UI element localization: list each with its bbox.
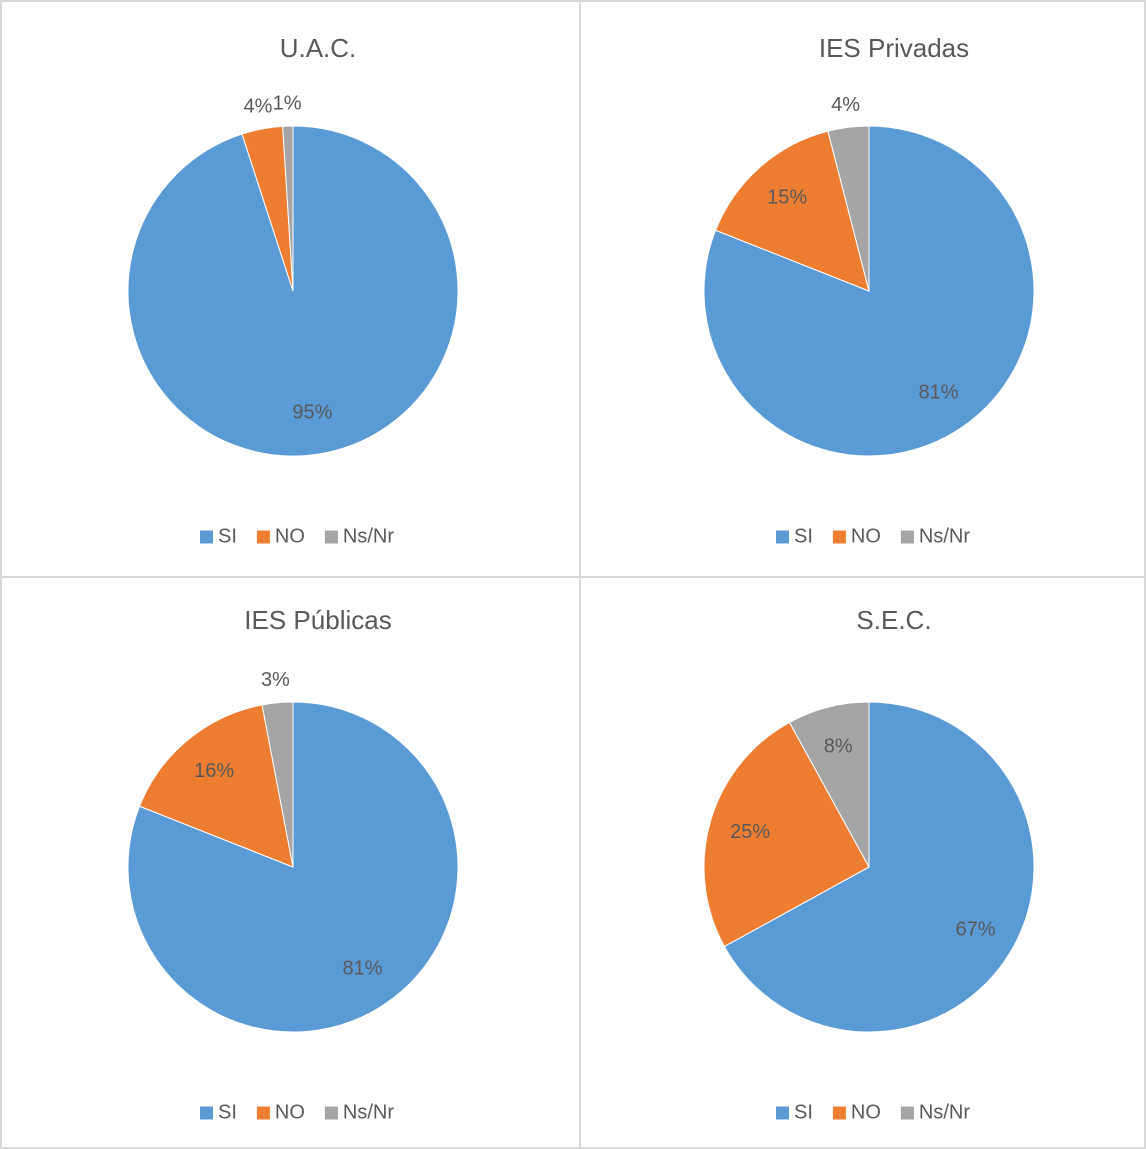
data-label: 67%	[956, 918, 996, 940]
pie-slice	[788, 701, 870, 868]
legend-label: SI	[794, 525, 813, 547]
legend-label: NO	[275, 525, 305, 547]
data-label: 1%	[273, 92, 302, 114]
chart-title: IES Públicas	[244, 605, 391, 635]
pie-slice	[703, 125, 1035, 457]
chart-title: IES Privadas	[819, 33, 969, 63]
chart-title: S.E.C.	[856, 605, 931, 635]
data-label: 3%	[261, 669, 290, 691]
data-label: 16%	[194, 760, 234, 782]
legend-swatch	[256, 530, 270, 544]
legend-label: SI	[794, 1101, 813, 1123]
data-label: 81%	[919, 382, 959, 404]
legend-label: Ns/Nr	[919, 1101, 970, 1123]
chart-title: U.A.C.	[280, 33, 357, 63]
legend-label: NO	[275, 1101, 305, 1123]
data-label: 15%	[767, 186, 807, 208]
pie-slice	[723, 701, 1035, 1033]
legend-swatch	[199, 1106, 213, 1120]
legend-swatch	[775, 530, 789, 544]
legend-label: NO	[851, 525, 881, 547]
panel-frame	[579, 576, 1146, 1149]
legend-swatch	[900, 1106, 914, 1120]
legend-label: Ns/Nr	[343, 525, 394, 547]
legend-label: Ns/Nr	[919, 525, 970, 547]
data-label: 81%	[343, 958, 383, 980]
legend-label: SI	[218, 525, 237, 547]
data-label: 8%	[824, 735, 853, 757]
legend-swatch	[256, 1106, 270, 1120]
data-label: 4%	[244, 96, 273, 118]
pie-slice	[703, 721, 870, 948]
legend-swatch	[775, 1106, 789, 1120]
legend-label: Ns/Nr	[343, 1101, 394, 1123]
legend-label: NO	[851, 1101, 881, 1123]
pie-slice	[261, 701, 294, 868]
pie-slice	[714, 130, 870, 292]
pie-slice	[282, 125, 294, 292]
pie-slice	[127, 701, 459, 1033]
legend-label: SI	[218, 1101, 237, 1123]
data-label: 95%	[292, 402, 332, 424]
legend-swatch	[324, 1106, 338, 1120]
legend-swatch	[900, 530, 914, 544]
data-label: 4%	[831, 94, 860, 116]
legend-swatch	[199, 530, 213, 544]
pie-slice	[827, 125, 870, 292]
legend-swatch	[324, 530, 338, 544]
legend-swatch	[832, 1106, 846, 1120]
pie-slice	[138, 704, 294, 868]
data-label: 25%	[730, 821, 770, 843]
legend-swatch	[832, 530, 846, 544]
